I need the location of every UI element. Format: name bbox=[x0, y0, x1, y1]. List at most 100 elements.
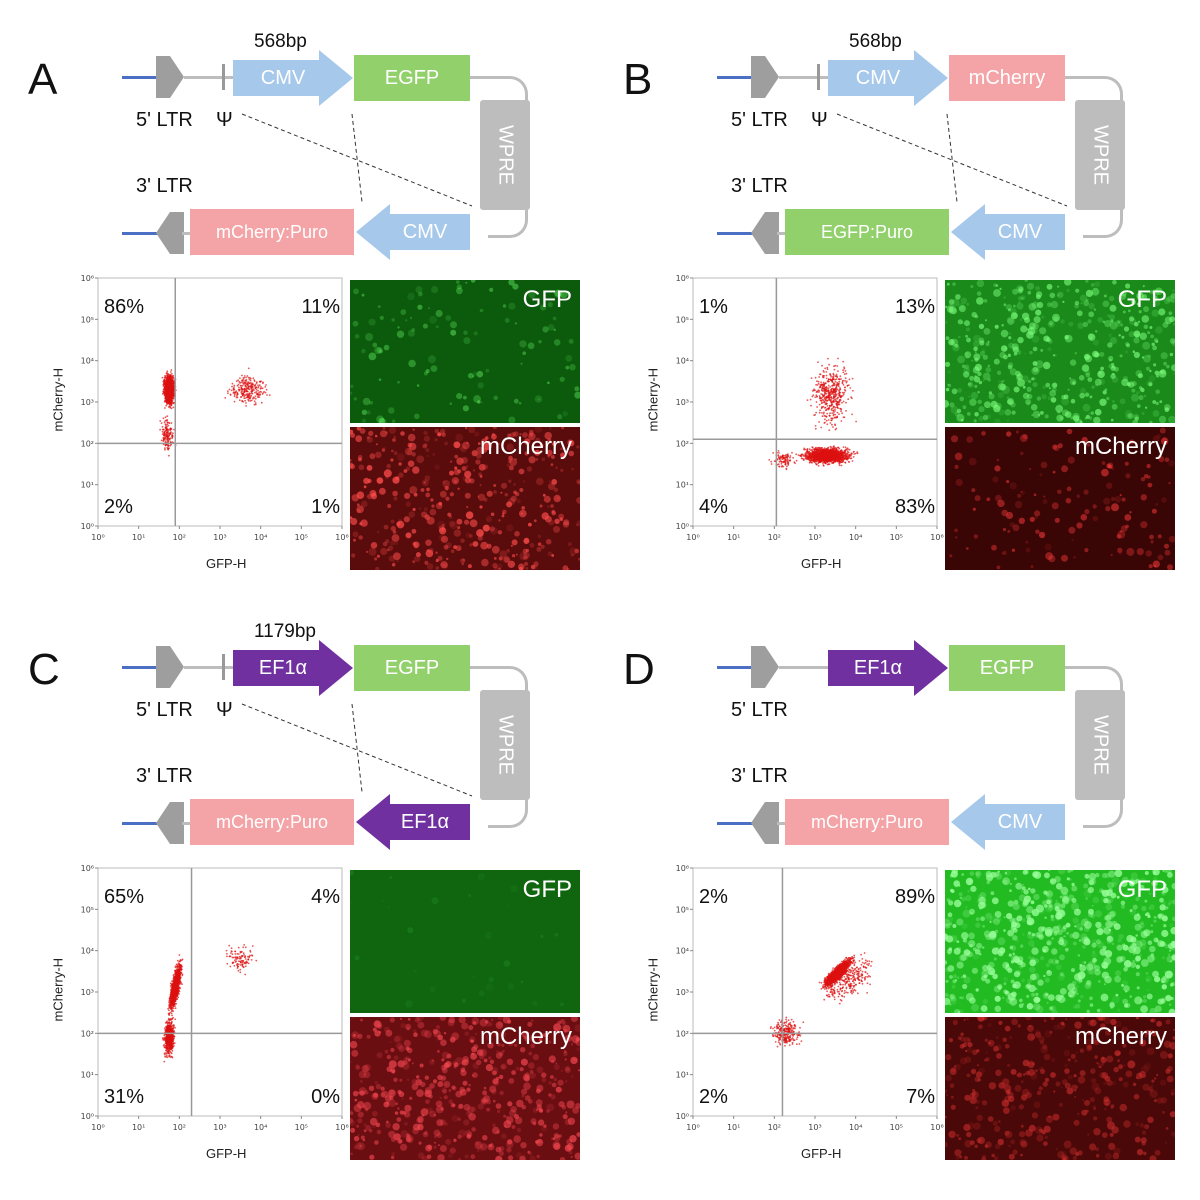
bottom-gene-label: EGFP:Puro bbox=[820, 221, 914, 242]
y-tick-label: 10³ bbox=[676, 398, 689, 407]
x-tick-label: 10⁵ bbox=[295, 1123, 308, 1132]
x-tick-label: 10³ bbox=[808, 533, 821, 542]
vector-backbone-stub bbox=[122, 666, 158, 669]
x-tick-label: 10⁵ bbox=[890, 533, 903, 542]
facs-plot: 10⁰ 10¹ 10² 10³ 10⁴ 10⁵ 10⁶ 10⁰ 10¹ 10² 10³ 10⁴ 10⁵ 1… bbox=[40, 858, 350, 1163]
psi-marker bbox=[222, 654, 225, 680]
connector-curve-bottom bbox=[1083, 208, 1123, 238]
x-tick-label: 10⁴ bbox=[849, 1123, 862, 1132]
size-label: 568bp bbox=[254, 31, 307, 52]
panel-d: D EF1α EGFP WPRE 5' LTR 3' LTR mCherry:P… bbox=[605, 600, 1185, 1163]
bottom-promoter-label: CMV bbox=[997, 810, 1043, 833]
psi-label: Ψ bbox=[216, 699, 233, 721]
vector-backbone-stub-bottom bbox=[122, 232, 158, 235]
wpre-label: WPRE bbox=[1089, 125, 1112, 185]
quadrant-ll-percent: 2% bbox=[104, 496, 133, 518]
y-tick-label: 10¹ bbox=[676, 1071, 689, 1080]
panel-letter: A bbox=[28, 55, 58, 104]
y-tick-label: 10² bbox=[81, 1029, 94, 1038]
gfp-microscopy-image: GFP bbox=[945, 870, 1175, 1013]
bottom-promoter-label: EF1α bbox=[400, 810, 450, 833]
ltr-3-label: 3' LTR bbox=[136, 175, 193, 197]
y-axis-label: mCherry-H bbox=[50, 957, 66, 1022]
y-tick-label: 10¹ bbox=[81, 481, 94, 490]
x-axis-label: GFP-H bbox=[206, 556, 247, 571]
mcherry-image-label: mCherry bbox=[479, 433, 572, 460]
panel-c: C 1179bp EF1α EGFP WPRE 5' LTR Ψ 3' LTR … bbox=[10, 600, 590, 1163]
quadrant-ur-percent: 4% bbox=[311, 886, 340, 908]
quadrant-ul-percent: 65% bbox=[104, 886, 145, 908]
size-label: 1179bp bbox=[254, 621, 316, 642]
wpre-label: WPRE bbox=[494, 715, 517, 775]
backbone-line-top bbox=[184, 76, 234, 79]
bottom-promoter-arrow: CMV bbox=[951, 204, 1065, 260]
bottom-promoter-arrow: CMV bbox=[951, 794, 1065, 850]
top-gene-box: mCherry bbox=[949, 55, 1065, 101]
bottom-gene-box: mCherry:Puro bbox=[785, 799, 949, 845]
quadrant-ur-percent: 11% bbox=[301, 296, 340, 318]
x-tick-label: 10⁶ bbox=[930, 533, 943, 542]
ltr-5-label: 5' LTR bbox=[136, 699, 193, 721]
ltr-3-label: 3' LTR bbox=[731, 765, 788, 787]
quadrant-lr-percent: 0% bbox=[311, 1086, 340, 1108]
bottom-gene-label: mCherry:Puro bbox=[215, 221, 329, 242]
x-tick-label: 10⁶ bbox=[335, 1123, 348, 1132]
backbone-line-bottom bbox=[182, 232, 194, 235]
bottom-promoter-label: CMV bbox=[402, 220, 448, 243]
gfp-image-label: GFP bbox=[522, 286, 572, 313]
facs-events bbox=[161, 944, 258, 1063]
x-tick-label: 10⁰ bbox=[91, 1123, 104, 1132]
x-tick-label: 10² bbox=[173, 1123, 186, 1132]
ltr-5-icon bbox=[156, 56, 186, 103]
ltr-5-label: 5' LTR bbox=[136, 109, 193, 131]
psi-marker bbox=[817, 64, 820, 90]
x-tick-label: 10¹ bbox=[727, 533, 740, 542]
x-tick-label: 10⁵ bbox=[890, 1123, 903, 1132]
y-tick-label: 10⁰ bbox=[676, 522, 689, 531]
bottom-gene-box: mCherry:Puro bbox=[190, 209, 354, 255]
wpre-element: WPRE bbox=[1075, 100, 1125, 210]
top-gene-label: EGFP bbox=[979, 656, 1035, 679]
top-gene-box: EGFP bbox=[354, 55, 470, 101]
bottom-gene-box: mCherry:Puro bbox=[190, 799, 354, 845]
x-tick-label: 10² bbox=[173, 533, 186, 542]
vector-backbone-stub-bottom bbox=[122, 822, 158, 825]
ltr-5-icon bbox=[751, 646, 781, 693]
backbone-line-bottom bbox=[182, 822, 194, 825]
bottom-promoter-arrow: EF1α bbox=[356, 794, 470, 850]
vector-backbone-stub bbox=[122, 76, 158, 79]
backbone-line-bottom bbox=[777, 822, 789, 825]
x-tick-label: 10⁰ bbox=[91, 533, 104, 542]
mcherry-microscopy-image: mCherry bbox=[945, 1017, 1175, 1160]
top-promoter-label: CMV bbox=[855, 66, 901, 89]
y-tick-label: 10⁴ bbox=[676, 947, 689, 956]
facs-plot: 10⁰ 10¹ 10² 10³ 10⁴ 10⁵ 10⁶ 10⁰ 10¹ 10² 10³ 10⁴ 10⁵ 1… bbox=[635, 268, 945, 573]
top-gene-box: EGFP bbox=[949, 645, 1065, 691]
x-tick-label: 10¹ bbox=[132, 1123, 145, 1132]
quadrant-ll-percent: 4% bbox=[699, 496, 728, 518]
y-tick-label: 10⁵ bbox=[81, 315, 94, 324]
mcherry-image-label: mCherry bbox=[479, 1023, 572, 1050]
backbone-line-bottom bbox=[777, 232, 789, 235]
ltr-5-label: 5' LTR bbox=[731, 109, 788, 131]
x-tick-label: 10² bbox=[768, 533, 781, 542]
panel-a: A 568bp CMV EGFP WPRE 5' LTR Ψ 3' LTR mC… bbox=[10, 10, 590, 571]
vector-backbone-stub-bottom bbox=[717, 822, 753, 825]
facs-events bbox=[769, 952, 873, 1048]
x-tick-label: 10⁶ bbox=[930, 1123, 943, 1132]
ltr-5-icon bbox=[751, 56, 781, 103]
quadrant-ul-percent: 1% bbox=[699, 296, 728, 318]
quadrant-lr-percent: 83% bbox=[894, 496, 935, 518]
facs-plot: 10⁰ 10¹ 10² 10³ 10⁴ 10⁵ 10⁶ 10⁰ 10¹ 10² 10³ 10⁴ 10⁵ 1… bbox=[635, 858, 945, 1163]
quadrant-ur-percent: 13% bbox=[894, 296, 935, 318]
ltr-3-icon bbox=[156, 212, 186, 259]
top-gene-label: mCherry bbox=[968, 66, 1046, 89]
x-tick-label: 10³ bbox=[213, 1123, 226, 1132]
bottom-promoter-label: CMV bbox=[997, 220, 1043, 243]
wpre-label: WPRE bbox=[1089, 715, 1112, 775]
backbone-line-top bbox=[779, 76, 829, 79]
mcherry-image-label: mCherry bbox=[1074, 433, 1167, 460]
x-tick-label: 10² bbox=[768, 1123, 781, 1132]
ltr-3-label: 3' LTR bbox=[731, 175, 788, 197]
y-axis-label: mCherry-H bbox=[50, 367, 66, 432]
